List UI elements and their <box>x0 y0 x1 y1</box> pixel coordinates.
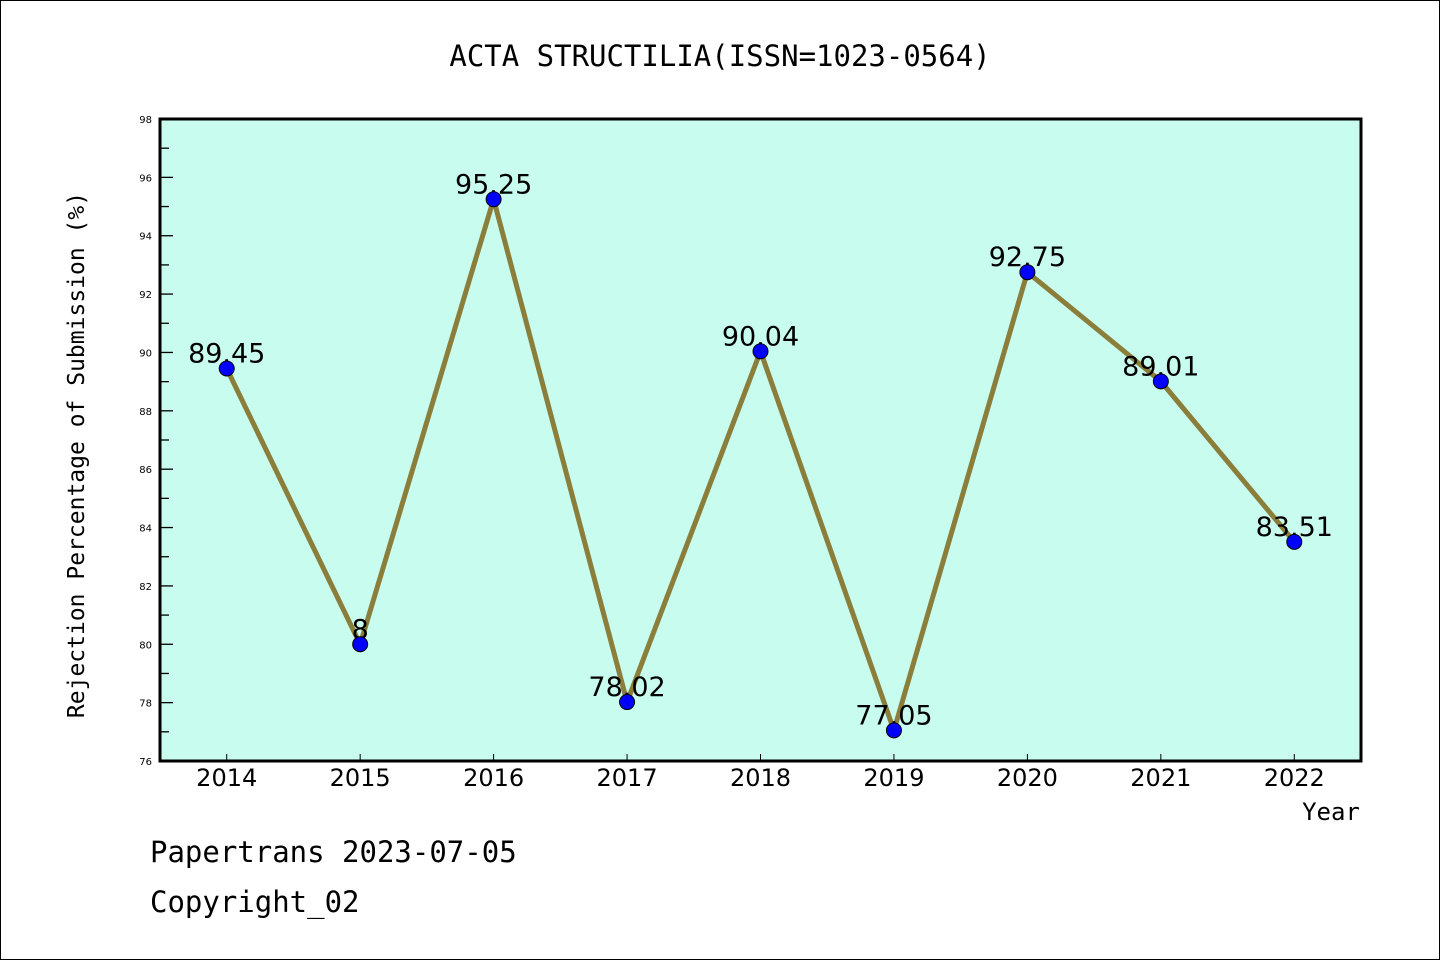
data-point <box>752 343 769 360</box>
x-tick-label: 2014 <box>196 764 257 792</box>
y-tick-label: 88 <box>139 407 152 418</box>
y-tick-label: 94 <box>139 232 152 243</box>
plot-border <box>158 117 1363 763</box>
y-tick-label: 78 <box>139 699 152 710</box>
y-tick-label: 76 <box>139 757 152 768</box>
y-tick-label: 92 <box>139 290 152 301</box>
x-tick-label: 2016 <box>463 764 524 792</box>
y-tick-label: 90 <box>139 348 152 359</box>
y-tick-label: 86 <box>139 465 152 476</box>
data-label: 8 <box>352 614 369 645</box>
chart-title: ACTA STRUCTILIA(ISSN=1023-0564) <box>449 39 990 73</box>
data-point <box>352 636 369 653</box>
x-tick-label: 2019 <box>863 764 924 792</box>
x-tick-label: 2018 <box>730 764 791 792</box>
footer-copyright: Copyright_02 <box>150 885 360 919</box>
y-tick-label: 96 <box>139 173 152 184</box>
x-tick-label: 2015 <box>330 764 391 792</box>
data-point <box>619 694 636 711</box>
y-tick-label: 80 <box>139 640 152 651</box>
data-point <box>1152 373 1169 390</box>
x-tick-label: 2020 <box>997 764 1058 792</box>
x-tick-label: 2021 <box>1130 764 1191 792</box>
data-point <box>885 722 902 739</box>
x-tick-label: 2017 <box>597 764 658 792</box>
data-point <box>1286 533 1303 550</box>
x-tick-label: 2022 <box>1264 764 1325 792</box>
x-axis-label: Year <box>1302 798 1360 826</box>
data-point <box>485 191 502 208</box>
data-point <box>1019 264 1036 281</box>
data-point <box>218 360 235 377</box>
y-axis-label: Rejection Percentage of Submission (%) <box>64 192 90 718</box>
y-tick-label: 98 <box>139 115 152 126</box>
y-tick-label: 82 <box>139 582 152 593</box>
plot-background <box>160 119 1361 761</box>
footer-date: Papertrans 2023-07-05 <box>150 835 517 869</box>
y-tick-label: 84 <box>139 524 152 535</box>
